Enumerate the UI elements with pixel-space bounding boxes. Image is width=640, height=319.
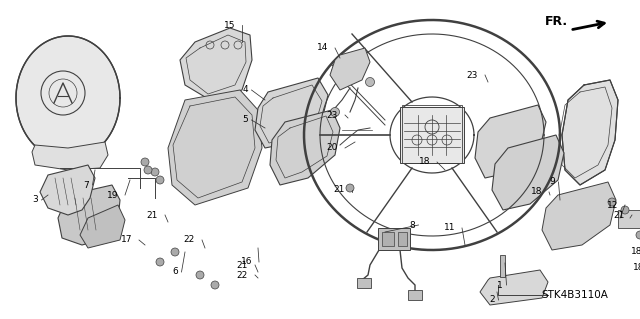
Text: 5: 5 bbox=[243, 115, 248, 124]
Circle shape bbox=[171, 248, 179, 256]
Text: 21: 21 bbox=[614, 211, 625, 219]
Text: 14: 14 bbox=[317, 43, 328, 53]
Bar bbox=[398, 232, 407, 246]
Text: 3: 3 bbox=[32, 196, 38, 204]
Bar bbox=[500, 255, 505, 277]
Circle shape bbox=[636, 231, 640, 239]
Text: 9: 9 bbox=[549, 177, 555, 187]
Text: 19: 19 bbox=[106, 190, 118, 199]
Circle shape bbox=[144, 166, 152, 174]
Polygon shape bbox=[270, 110, 340, 185]
Text: 18: 18 bbox=[632, 263, 640, 272]
Polygon shape bbox=[32, 142, 108, 170]
Bar bbox=[408, 290, 422, 300]
Polygon shape bbox=[562, 80, 618, 185]
Text: 2: 2 bbox=[490, 295, 495, 305]
Polygon shape bbox=[542, 182, 616, 250]
Text: 18: 18 bbox=[630, 248, 640, 256]
Text: 21: 21 bbox=[147, 211, 158, 219]
Text: FR.: FR. bbox=[545, 15, 568, 28]
Polygon shape bbox=[255, 78, 328, 148]
Text: 1: 1 bbox=[497, 280, 503, 290]
Text: 18: 18 bbox=[419, 158, 430, 167]
Polygon shape bbox=[180, 28, 252, 100]
Polygon shape bbox=[80, 205, 125, 248]
Text: 16: 16 bbox=[241, 257, 252, 266]
Text: 22: 22 bbox=[184, 235, 195, 244]
Polygon shape bbox=[475, 105, 546, 178]
Text: 21: 21 bbox=[333, 186, 345, 195]
Text: 20: 20 bbox=[326, 144, 338, 152]
Polygon shape bbox=[168, 90, 262, 205]
Bar bbox=[382, 232, 394, 246]
Text: 23: 23 bbox=[326, 110, 338, 120]
Text: 23: 23 bbox=[467, 70, 478, 79]
Bar bbox=[618, 210, 640, 228]
Polygon shape bbox=[480, 270, 548, 305]
Circle shape bbox=[211, 281, 219, 289]
Text: 12: 12 bbox=[607, 201, 618, 210]
Text: 17: 17 bbox=[120, 235, 132, 244]
Text: 4: 4 bbox=[243, 85, 248, 94]
Circle shape bbox=[196, 271, 204, 279]
Circle shape bbox=[151, 168, 159, 176]
Polygon shape bbox=[492, 135, 564, 210]
Circle shape bbox=[330, 108, 339, 116]
Bar bbox=[400, 107, 464, 163]
Circle shape bbox=[156, 258, 164, 266]
Text: 18: 18 bbox=[531, 188, 542, 197]
Polygon shape bbox=[58, 185, 120, 245]
Text: 11: 11 bbox=[444, 224, 455, 233]
Bar bbox=[402, 105, 462, 163]
Circle shape bbox=[621, 206, 629, 214]
Polygon shape bbox=[40, 165, 95, 215]
Text: STK4B3110A: STK4B3110A bbox=[541, 290, 609, 300]
Circle shape bbox=[608, 198, 616, 206]
Circle shape bbox=[156, 176, 164, 184]
Circle shape bbox=[141, 158, 149, 166]
Polygon shape bbox=[330, 48, 370, 90]
Text: 8: 8 bbox=[409, 220, 415, 229]
Circle shape bbox=[365, 78, 374, 86]
Bar bbox=[378, 228, 410, 250]
Bar bbox=[357, 278, 371, 288]
Circle shape bbox=[346, 184, 354, 192]
Text: 21: 21 bbox=[237, 261, 248, 270]
Text: 7: 7 bbox=[83, 181, 89, 189]
Text: 15: 15 bbox=[223, 20, 235, 29]
Polygon shape bbox=[16, 36, 120, 160]
Text: 22: 22 bbox=[237, 271, 248, 279]
Text: 6: 6 bbox=[172, 268, 178, 277]
